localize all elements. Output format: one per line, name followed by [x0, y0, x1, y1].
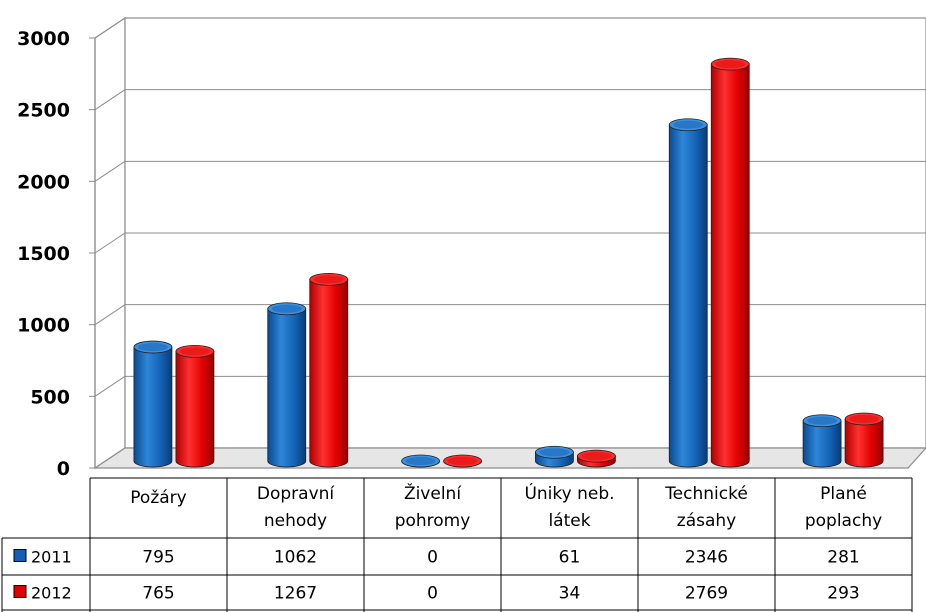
bar-body: [844, 418, 884, 468]
bar-body: [133, 346, 173, 468]
bar-top: [175, 344, 215, 358]
bar-top: [443, 454, 482, 468]
category-label-line: poplachy: [805, 511, 882, 531]
data-label: 281: [827, 548, 859, 568]
category-label-line: Dopravní: [257, 484, 336, 504]
data-label: 2346: [685, 548, 728, 568]
bar-top-shade: [581, 452, 612, 461]
category-label-line: Technické: [664, 484, 748, 504]
y-tick-label: 3000: [17, 28, 70, 50]
data-label: 0: [427, 584, 438, 604]
floor: [93, 447, 926, 469]
category-label: Dopravní nehody: [257, 484, 336, 531]
bar-top: [802, 414, 842, 428]
data-label: 61: [559, 548, 581, 568]
bar-top-shade: [539, 448, 570, 457]
data-table: Požáry Dopravní nehody Živelní pohromy Úniky …: [1, 477, 913, 612]
data-label: 293: [827, 584, 859, 604]
bar-top: [577, 449, 616, 463]
bar-body: [175, 350, 215, 468]
bars: [133, 57, 884, 468]
bar-top: [133, 340, 173, 354]
bar: [710, 57, 750, 468]
y-tick-label: 2500: [17, 100, 70, 122]
bar: [309, 272, 349, 468]
category-label: Plané poplachy: [805, 484, 882, 531]
category-label: Technické zásahy: [664, 484, 748, 531]
y-tick-label: 1000: [17, 315, 70, 337]
gridline-side: [94, 304, 126, 326]
data-label: 765: [142, 584, 174, 604]
legend-entry: 2012: [31, 584, 72, 603]
y-tick-label: 0: [57, 458, 70, 480]
category-label: Požáry: [130, 488, 186, 508]
category-label-line: Úniky neb.: [524, 482, 614, 504]
category-label: Úniky neb. látek: [524, 482, 614, 531]
bar-body: [267, 308, 307, 468]
bar: [802, 414, 842, 468]
category-label-line: pohromy: [395, 511, 471, 531]
category-label: Živelní pohromy: [395, 482, 471, 531]
bar: [844, 412, 884, 468]
category-label-line: Požáry: [130, 488, 186, 508]
bar-top-shade: [179, 347, 210, 356]
data-label: 1267: [274, 584, 317, 604]
bar-top: [844, 412, 884, 426]
bar-top-shade: [849, 415, 880, 424]
bar: [668, 118, 708, 468]
bar-body: [668, 124, 708, 468]
gridline-side: [94, 17, 126, 39]
bar-top-shade: [405, 457, 436, 465]
legend-swatch: [13, 585, 27, 598]
bar-top: [309, 272, 349, 286]
gridlines: [94, 17, 926, 397]
bar-top-shade: [807, 416, 838, 425]
data-label: 2769: [685, 584, 728, 604]
bar-top: [401, 454, 440, 468]
bar-top-shade: [673, 120, 704, 129]
gridline-side: [94, 375, 126, 397]
bar: [577, 449, 616, 468]
bar-top-shade: [271, 304, 302, 313]
bar: [175, 344, 215, 468]
bar-top: [535, 445, 574, 459]
bar-top: [710, 57, 750, 71]
category-label-line: nehody: [264, 511, 327, 531]
bar-body: [802, 420, 842, 468]
bar: [535, 445, 574, 468]
category-label-line: Živelní: [404, 482, 462, 504]
bar-body: [710, 63, 750, 468]
data-label: 34: [559, 584, 581, 604]
chart-walls: [93, 16, 926, 470]
data-label: 0: [427, 548, 438, 568]
bar-top-shade: [715, 60, 746, 69]
y-tick-label: 1500: [17, 243, 70, 265]
bar: [267, 302, 307, 468]
bar-body: [309, 278, 349, 468]
gridline-side: [94, 232, 126, 254]
bar: [443, 454, 482, 468]
category-label-line: Plané: [820, 484, 867, 504]
y-tick-label: 2000: [17, 171, 70, 193]
bar-top: [267, 302, 307, 316]
bar: [133, 340, 173, 468]
bar-top: [668, 118, 708, 132]
category-label-line: zásahy: [677, 511, 736, 531]
data-label: 1062: [274, 548, 317, 568]
y-tick-label: 500: [30, 386, 70, 408]
gridline-side: [94, 89, 126, 111]
legend-swatch: [13, 549, 27, 562]
bar-top-shade: [137, 343, 168, 352]
bar: [401, 454, 440, 468]
bar-top-shade: [447, 457, 478, 465]
legend-entry: 2011: [31, 548, 72, 567]
y-axis: 0 500 1000 1500 2000 2500 3000: [17, 28, 96, 480]
category-label-line: látek: [548, 511, 590, 531]
data-label: 795: [142, 548, 174, 568]
gridline-side: [94, 160, 126, 182]
bar-top-shade: [313, 275, 344, 284]
